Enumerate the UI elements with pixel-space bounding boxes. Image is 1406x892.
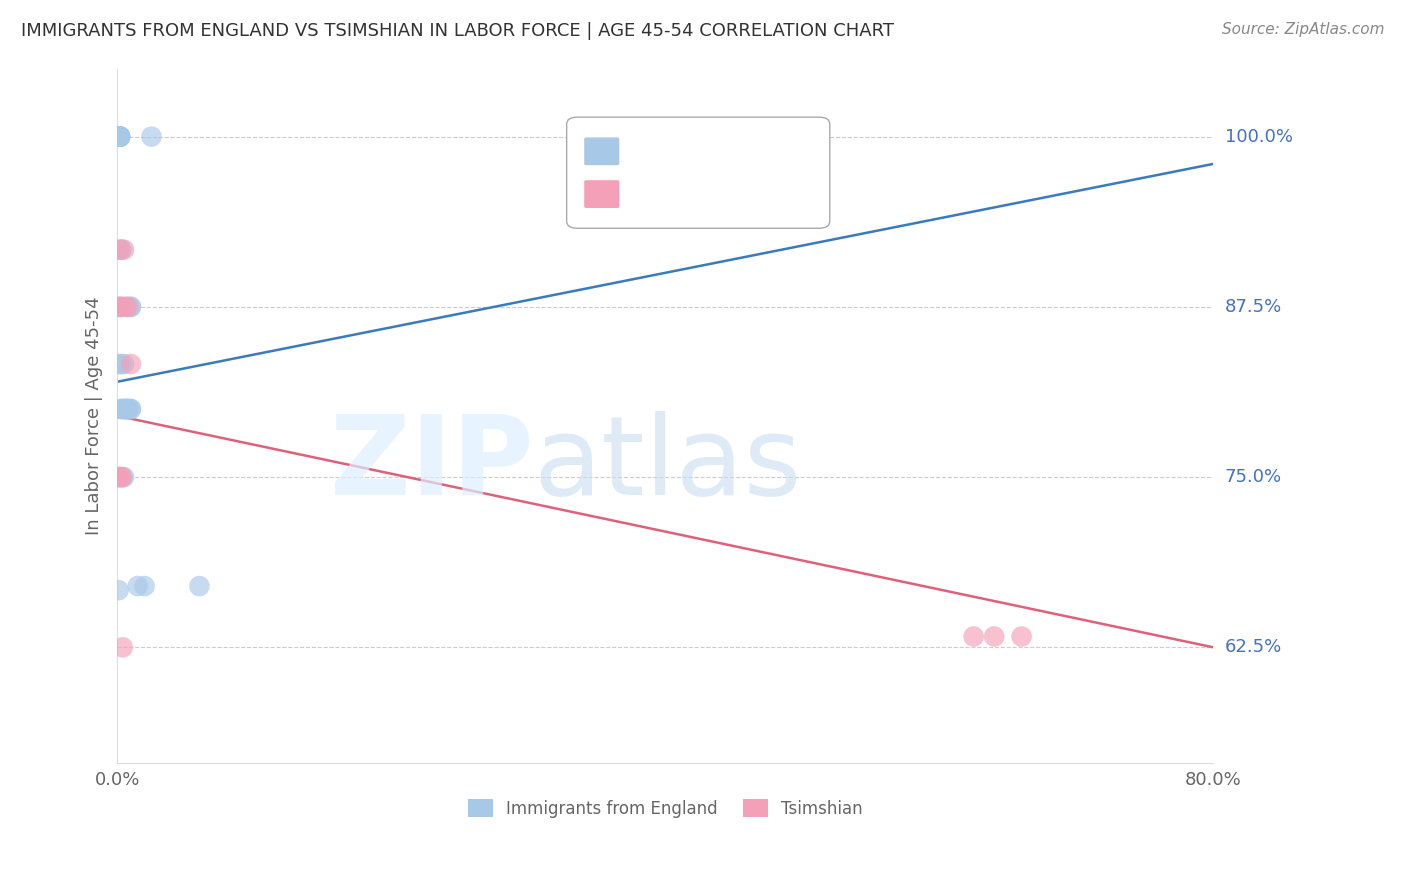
Point xyxy=(114,300,136,314)
Point xyxy=(108,129,131,144)
Point xyxy=(117,402,139,417)
Point xyxy=(107,470,129,484)
Point xyxy=(120,300,142,314)
Text: Source: ZipAtlas.com: Source: ZipAtlas.com xyxy=(1222,22,1385,37)
Point xyxy=(114,402,136,417)
Point xyxy=(108,129,131,144)
Point xyxy=(110,243,132,257)
Point xyxy=(117,402,139,417)
Point xyxy=(983,630,1005,644)
Point xyxy=(107,300,129,314)
Point xyxy=(115,300,138,314)
Point xyxy=(114,402,136,417)
Text: IMMIGRANTS FROM ENGLAND VS TSIMSHIAN IN LABOR FORCE | AGE 45-54 CORRELATION CHAR: IMMIGRANTS FROM ENGLAND VS TSIMSHIAN IN … xyxy=(21,22,894,40)
Point xyxy=(114,402,136,417)
FancyBboxPatch shape xyxy=(567,117,830,228)
FancyBboxPatch shape xyxy=(585,180,619,208)
Point xyxy=(107,470,129,484)
Point xyxy=(963,630,986,644)
Text: R =: R = xyxy=(627,186,666,203)
Text: 0.387: 0.387 xyxy=(682,143,738,161)
Point xyxy=(110,402,132,417)
Point xyxy=(107,357,129,371)
Point xyxy=(114,402,136,417)
Point xyxy=(141,129,163,144)
Point xyxy=(107,583,129,598)
Point xyxy=(120,402,142,417)
Point xyxy=(108,129,131,144)
Point xyxy=(188,579,211,593)
Text: -0.543: -0.543 xyxy=(682,186,747,203)
FancyBboxPatch shape xyxy=(585,137,619,165)
Text: 62.5%: 62.5% xyxy=(1225,639,1282,657)
Point xyxy=(111,470,134,484)
Point xyxy=(108,129,131,144)
Point xyxy=(108,129,131,144)
Text: N =: N = xyxy=(734,143,775,161)
Point xyxy=(111,640,134,655)
Text: 87.5%: 87.5% xyxy=(1225,298,1282,316)
Text: 100.0%: 100.0% xyxy=(1225,128,1292,145)
Point xyxy=(449,811,471,825)
Legend: Immigrants from England, Tsimshian: Immigrants from England, Tsimshian xyxy=(461,793,869,824)
Text: N =: N = xyxy=(734,186,775,203)
Point xyxy=(117,300,139,314)
Point xyxy=(108,129,131,144)
Point xyxy=(108,300,131,314)
Point xyxy=(112,243,135,257)
Point xyxy=(107,243,129,257)
Point xyxy=(108,129,131,144)
Y-axis label: In Labor Force | Age 45-54: In Labor Force | Age 45-54 xyxy=(86,296,103,535)
Point xyxy=(110,357,132,371)
Point xyxy=(110,300,132,314)
Point xyxy=(112,470,135,484)
Point xyxy=(108,129,131,144)
Text: 15: 15 xyxy=(783,186,807,203)
Text: 40: 40 xyxy=(783,143,807,161)
Point xyxy=(110,243,132,257)
Point xyxy=(1011,630,1033,644)
Point xyxy=(108,129,131,144)
Text: 75.0%: 75.0% xyxy=(1225,468,1282,486)
Point xyxy=(110,402,132,417)
Point xyxy=(110,300,132,314)
Point xyxy=(112,357,135,371)
Point xyxy=(120,357,142,371)
Point xyxy=(108,129,131,144)
Point xyxy=(111,402,134,417)
Point xyxy=(120,300,142,314)
Point xyxy=(134,579,156,593)
Point xyxy=(110,470,132,484)
Point xyxy=(127,579,149,593)
Text: ZIP: ZIP xyxy=(330,411,534,518)
Point xyxy=(120,402,142,417)
Text: atlas: atlas xyxy=(534,411,803,518)
Point xyxy=(108,129,131,144)
Text: R =: R = xyxy=(627,143,666,161)
Point xyxy=(110,470,132,484)
